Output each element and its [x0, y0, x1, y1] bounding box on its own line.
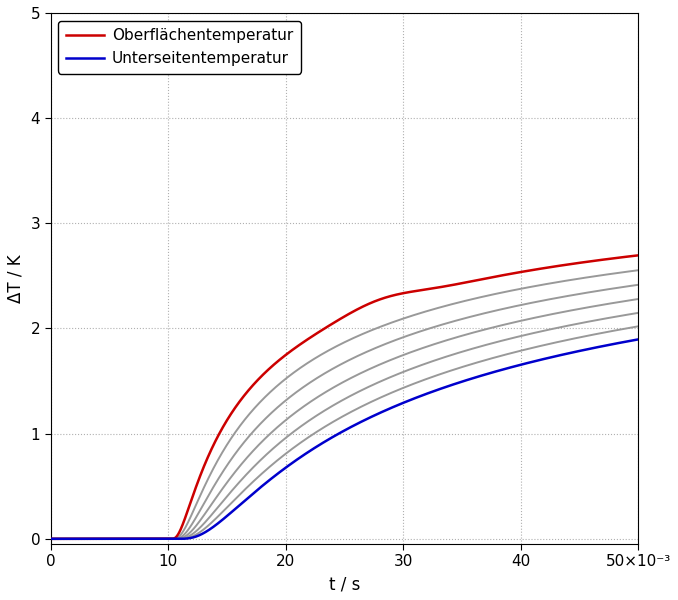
Line: Oberflächentemperatur: Oberflächentemperatur [51, 256, 639, 539]
Oberflächentemperatur [47, 535, 55, 542]
Line: Unterseitentemperatur: Unterseitentemperatur [51, 340, 639, 539]
Unterseitentemperatur [635, 336, 643, 343]
Y-axis label: ΔT / K: ΔT / K [7, 254, 25, 303]
Unterseitentemperatur [334, 430, 342, 437]
Oberflächentemperatur [162, 535, 170, 542]
Unterseitentemperatur [71, 535, 79, 542]
Oberflächentemperatur [334, 317, 342, 324]
Unterseitentemperatur [82, 535, 90, 542]
Oberflächentemperatur [82, 535, 90, 542]
Unterseitentemperatur [603, 341, 612, 349]
Unterseitentemperatur [162, 535, 170, 542]
X-axis label: t / s: t / s [329, 575, 360, 593]
Unterseitentemperatur [49, 535, 58, 542]
Oberflächentemperatur [635, 252, 643, 259]
Unterseitentemperatur [47, 535, 55, 542]
Oberflächentemperatur [49, 535, 58, 542]
Oberflächentemperatur [71, 535, 79, 542]
Legend: Oberflächentemperatur, Unterseitentemperatur: Oberflächentemperatur, Unterseitentemper… [58, 20, 300, 73]
Oberflächentemperatur [603, 256, 612, 263]
